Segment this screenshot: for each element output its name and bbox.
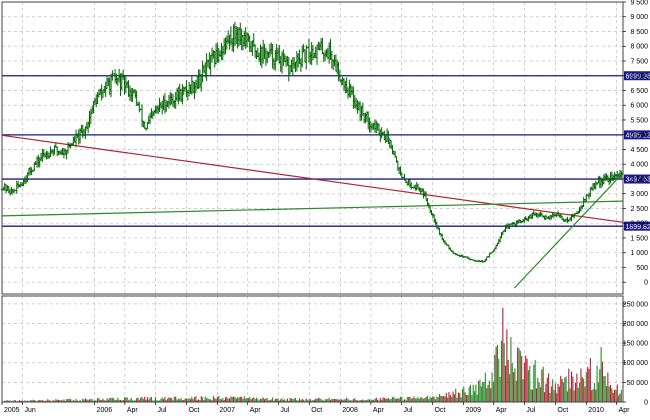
- x-axis: 2005 Jun 2006 Apr Jul Oct 2007 Apr Jul Oct 2008 Apr…: [2, 402, 630, 414]
- y-tick-label: 2 500: [630, 206, 648, 213]
- y-tick-label: 3 000: [630, 191, 648, 198]
- x-tick-label: Oct: [434, 407, 445, 414]
- x-tick-label: Jun: [25, 407, 36, 414]
- x-tick-label: Apr: [250, 407, 262, 414]
- x-tick-label: 2008: [342, 407, 358, 414]
- x-tick-label: Jul: [526, 407, 535, 414]
- x-tick-label: Apr: [373, 407, 385, 414]
- x-tick-label: Jul: [157, 407, 166, 414]
- x-tick-label: Jul: [404, 407, 413, 414]
- y-tick-label: 1 500: [630, 235, 648, 242]
- y-tick-label: 5 000: [630, 132, 648, 139]
- y-tick-label: 0: [644, 280, 648, 287]
- y-tick-label: 8 000: [630, 44, 648, 51]
- x-tick-label: 2005: [4, 407, 20, 414]
- x-tick-label: 2010: [588, 407, 604, 414]
- y-tick-label: 5 500: [630, 117, 648, 124]
- x-tick-label: Jul: [280, 407, 289, 414]
- volume-y-tick-label: 200 000: [623, 321, 648, 328]
- y-tick-label: 3 500: [630, 176, 648, 183]
- y-tick-label: 4 000: [630, 162, 648, 169]
- x-tick-label: Oct: [188, 407, 199, 414]
- y-tick-label: 4 500: [630, 147, 648, 154]
- x-tick-label: Apr: [619, 407, 631, 414]
- volume-y-tick-label: 0: [644, 400, 648, 407]
- y-tick-label: 2 000: [630, 221, 648, 228]
- volume-y-tick-label: 250 000: [623, 301, 648, 308]
- y-tick-label: 8 500: [630, 29, 648, 36]
- x-tick-label: Apr: [496, 407, 508, 414]
- y-tick-label: 7 000: [630, 73, 648, 80]
- y-tick-label: 9 500: [630, 0, 648, 7]
- frame: [2, 2, 623, 402]
- trend-lines: [2, 135, 623, 288]
- y-tick-label: 6 000: [630, 103, 648, 110]
- x-tick-label: 2006: [97, 407, 113, 414]
- x-tick-label: 2007: [219, 407, 235, 414]
- y-axis: 0 500 1 000 1 500 2 000 2 500 3 000 3 500 4 000 4…: [623, 0, 648, 407]
- x-tick-label: Oct: [311, 407, 322, 414]
- volume-y-tick-label: 100 000: [623, 360, 648, 367]
- y-tick-label: 9 000: [630, 14, 648, 21]
- x-tick-label: Apr: [127, 407, 139, 414]
- y-tick-label: 500: [636, 265, 648, 272]
- x-tick-label: 2009: [465, 407, 481, 414]
- grid: [2, 2, 623, 402]
- y-tick-label: 6 500: [630, 88, 648, 95]
- x-tick-label: Oct: [557, 407, 568, 414]
- trend-line: [2, 201, 623, 216]
- trend-line: [514, 173, 623, 288]
- volume-y-tick-label: 50 000: [627, 380, 649, 387]
- y-tick-label: 1 000: [630, 250, 648, 257]
- volume-y-tick-label: 150 000: [623, 341, 648, 348]
- y-tick-label: 7 500: [630, 58, 648, 65]
